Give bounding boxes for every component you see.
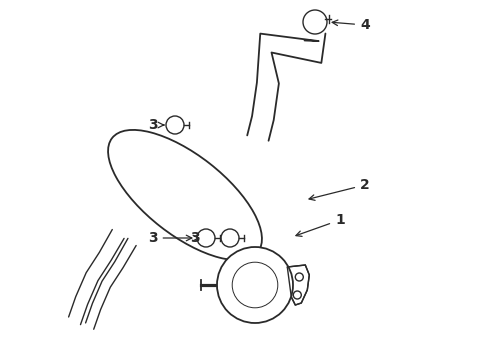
Text: 2: 2 bbox=[309, 178, 370, 200]
Text: 3: 3 bbox=[148, 231, 192, 245]
Polygon shape bbox=[247, 33, 325, 141]
Circle shape bbox=[197, 229, 215, 247]
Polygon shape bbox=[69, 230, 128, 323]
Text: 3: 3 bbox=[148, 118, 164, 132]
Circle shape bbox=[166, 116, 184, 134]
Circle shape bbox=[303, 10, 327, 34]
Text: 3: 3 bbox=[190, 231, 199, 245]
Circle shape bbox=[217, 247, 293, 323]
Text: 4: 4 bbox=[332, 18, 370, 32]
Ellipse shape bbox=[108, 130, 262, 260]
Circle shape bbox=[221, 229, 239, 247]
Polygon shape bbox=[287, 265, 309, 305]
Text: 1: 1 bbox=[296, 213, 345, 237]
Polygon shape bbox=[80, 238, 136, 329]
